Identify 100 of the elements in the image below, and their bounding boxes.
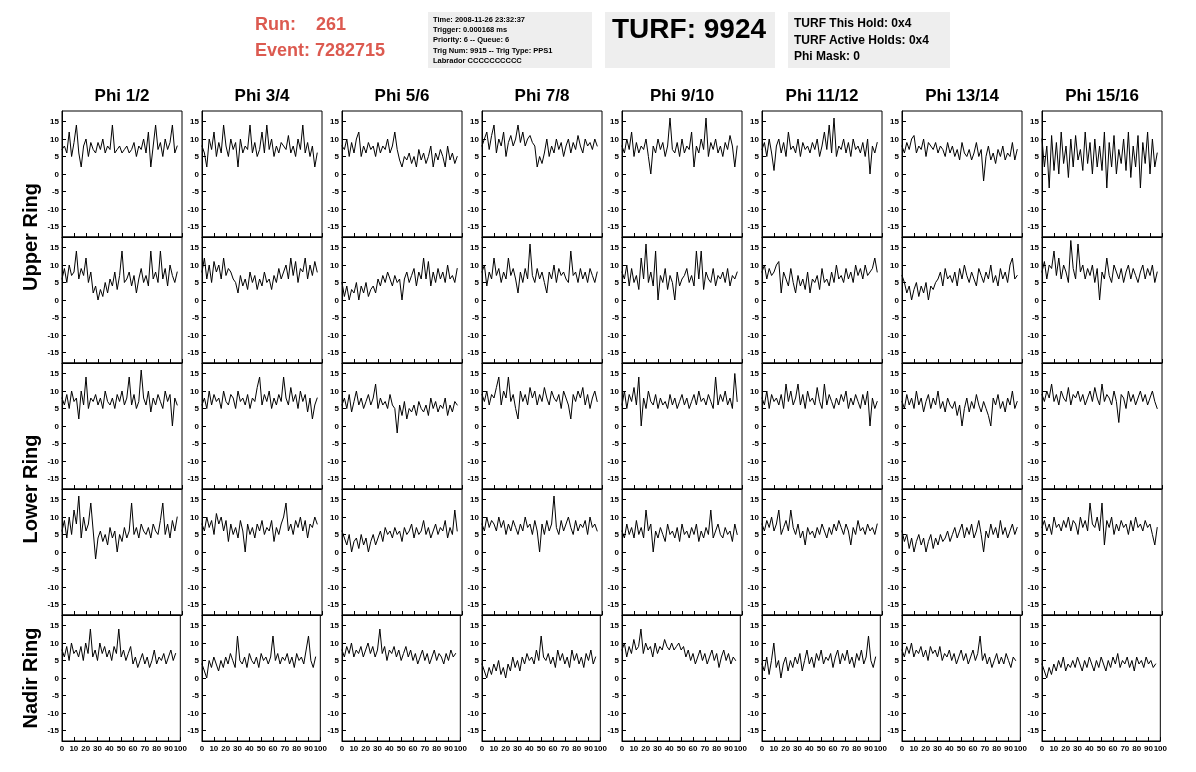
y-tick-label: 10 [1030,638,1040,648]
y-tick-label: 5 [754,404,760,413]
y-tick-label: 0 [334,169,340,179]
chart-title: Phi 3/4 [234,86,290,105]
x-tick-label: 90 [864,743,874,753]
x-tick-label: 40 [1084,743,1095,753]
y-tick-label: 15 [610,243,620,252]
y-tick-label: 5 [754,530,760,539]
y-tick-label: 5 [194,656,200,665]
x-tick-label: 10 [1049,743,1059,753]
x-tick-label: 40 [244,743,255,753]
y-tick-label: -10 [327,582,340,592]
y-tick-label: 0 [194,547,200,557]
y-tick-label: 0 [1034,421,1040,431]
y-tick-label: 5 [754,152,760,161]
y-tick-label: 15 [190,243,200,252]
y-tick-label: 10 [890,638,900,648]
y-tick-label: -10 [327,330,340,340]
y-tick-label: -5 [331,439,340,448]
y-tick-label: -10 [47,582,60,592]
text: TURF This Hold: 0x4 [794,15,913,32]
x-tick-label: 30 [793,743,803,753]
y-tick-label: 5 [474,152,480,161]
x-tick-label: 20 [781,743,791,753]
y-tick-label: -10 [467,330,480,340]
y-tick-label: -10 [607,456,620,466]
x-tick-label: 10 [909,743,919,753]
y-tick-label: -10 [1027,708,1040,718]
y-tick-label: 5 [334,152,340,161]
y-tick-label: -10 [327,708,340,718]
x-tick-label: 30 [233,743,243,753]
y-tick-label: -5 [611,691,620,700]
y-tick-label: 15 [50,243,60,252]
y-tick-label: 5 [894,656,900,665]
y-tick-label: 10 [1030,386,1040,396]
y-tick-label: 5 [194,530,200,539]
x-tick-label: 20 [1061,743,1071,753]
y-tick-label: 0 [1034,295,1040,305]
x-tick-label: 40 [104,743,115,753]
y-tick-label: 5 [1034,530,1040,539]
x-tick-label: 70 [1120,743,1130,753]
y-tick-label: -5 [51,565,60,574]
y-tick-label: -10 [607,582,620,592]
y-tick-label: -10 [747,330,760,340]
y-tick-label: -15 [607,474,620,483]
y-tick-label: -5 [471,439,480,448]
y-tick-label: -5 [891,565,900,574]
y-tick-label: 10 [610,134,620,144]
y-tick-label: 10 [50,260,60,270]
y-tick-label: 0 [474,673,480,683]
text: TURF Active Holds: 0x4 [794,31,930,48]
y-tick-label: -15 [887,474,900,483]
x-tick-label: 70 [280,743,290,753]
y-tick-label: -5 [51,439,60,448]
y-tick-label: -5 [611,439,620,448]
x-tick-label: 100 [453,743,468,753]
chart-title: Phi 1/2 [94,86,150,105]
y-tick-label: 10 [750,260,760,270]
y-tick-label: 5 [54,404,60,413]
y-tick-label: 0 [334,421,340,431]
y-tick-label: 5 [1034,404,1040,413]
x-tick-label: 40 [524,743,535,753]
y-tick-label: -15 [187,600,200,609]
x-tick-label: 50 [536,743,547,753]
y-tick-label: 5 [194,404,200,413]
y-tick-label: 0 [334,547,340,557]
y-tick-label: 10 [890,386,900,396]
y-tick-label: -10 [187,708,200,718]
y-tick-label: 10 [750,386,760,396]
y-axis-title: Lower Ring [19,434,41,544]
x-tick-label: 30 [933,743,943,753]
x-tick-label: 50 [956,743,967,753]
y-tick-label: 5 [474,278,480,287]
x-tick-label: 80 [432,743,442,753]
y-tick-label: 15 [890,369,900,378]
y-tick-label: -5 [51,187,60,196]
y-tick-label: -10 [467,204,480,214]
y-tick-label: 0 [1034,547,1040,557]
y-tick-label: 15 [190,117,200,126]
y-tick-label: 10 [50,134,60,144]
y-tick-label: -5 [751,313,760,322]
y-tick-label: -15 [747,348,760,357]
y-tick-label: 0 [614,673,620,683]
y-tick-label: 0 [194,421,200,431]
y-tick-label: 0 [474,547,480,557]
y-tick-label: 10 [750,638,760,648]
x-tick-label: 70 [840,743,850,753]
y-tick-label: -10 [887,582,900,592]
y-tick-label: -5 [751,691,760,700]
y-tick-label: -15 [1027,222,1040,231]
x-tick-label: 70 [140,743,150,753]
y-tick-label: -10 [47,330,60,340]
y-tick-label: 15 [1030,243,1040,252]
x-tick-label: 50 [1096,743,1107,753]
y-tick-label: -5 [891,691,900,700]
x-tick-label: 10 [209,743,219,753]
x-tick-label: 100 [733,743,748,753]
y-tick-label: 0 [1034,169,1040,179]
x-tick-label: 60 [688,743,698,753]
y-tick-label: 10 [330,134,340,144]
